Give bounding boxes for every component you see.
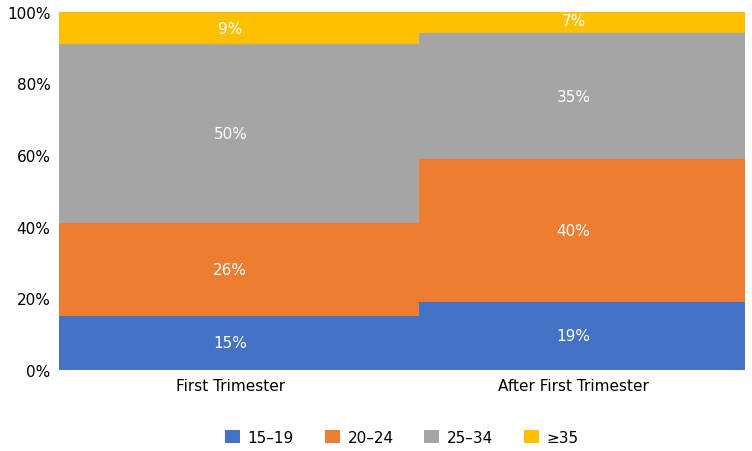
Text: 19%: 19% bbox=[556, 328, 590, 343]
Bar bbox=[385, 34, 752, 159]
Bar bbox=[41, 45, 419, 224]
Text: 7%: 7% bbox=[561, 14, 586, 29]
Text: 26%: 26% bbox=[214, 262, 247, 277]
Text: 35%: 35% bbox=[556, 89, 590, 104]
Bar bbox=[41, 316, 419, 370]
Bar bbox=[385, 302, 752, 370]
Bar bbox=[41, 224, 419, 316]
Bar bbox=[385, 9, 752, 34]
Legend: 15–19, 20–24, 25–34, ≥35: 15–19, 20–24, 25–34, ≥35 bbox=[219, 424, 585, 451]
Text: 40%: 40% bbox=[556, 223, 590, 238]
Text: 15%: 15% bbox=[214, 336, 247, 350]
Text: 50%: 50% bbox=[214, 127, 247, 142]
Bar bbox=[385, 159, 752, 302]
Text: 9%: 9% bbox=[218, 22, 243, 37]
Bar bbox=[41, 13, 419, 45]
